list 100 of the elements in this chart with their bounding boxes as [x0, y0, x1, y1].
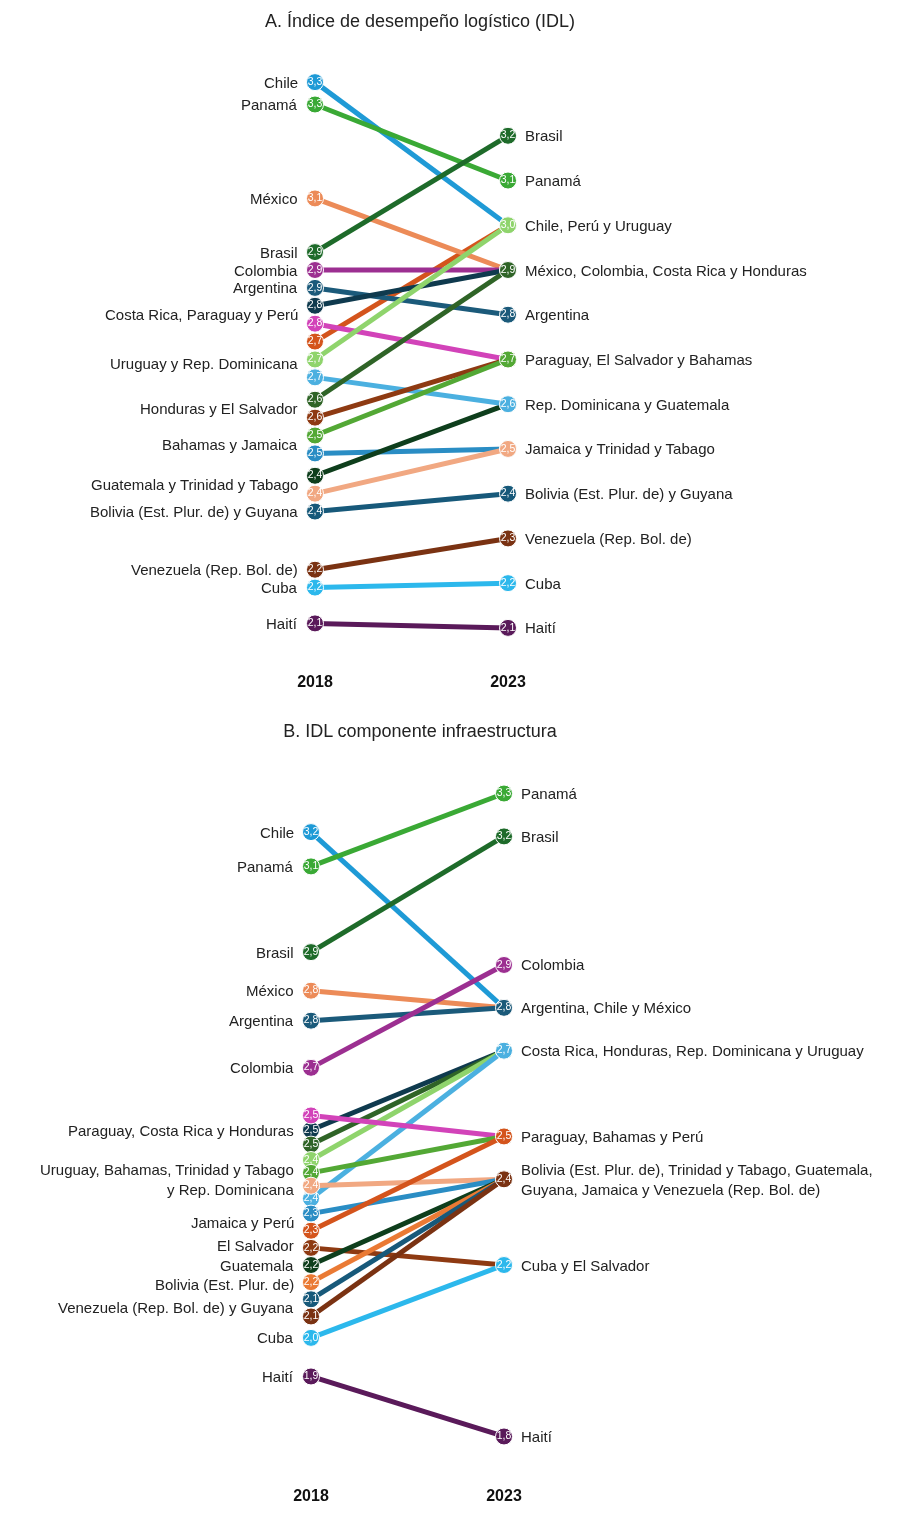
annotation: Panamá — [241, 96, 298, 113]
data-label: 2,4 — [307, 486, 323, 499]
data-label: 2,9 — [303, 944, 319, 957]
annotation: El Salvador — [217, 1237, 294, 1254]
annotation: Panamá — [521, 785, 578, 802]
data-label: 2,6 — [307, 410, 323, 423]
annotation: Paraguay, El Salvador y Bahamas — [525, 351, 753, 368]
data-label: 2,5 — [307, 446, 323, 459]
annotation: Colombia — [230, 1059, 295, 1076]
annotation: Haití — [266, 615, 298, 632]
data-label: 2,4 — [303, 1178, 319, 1191]
data-label: 2,8 — [303, 1013, 319, 1026]
annotation: Venezuela (Rep. Bol. de) — [131, 561, 298, 578]
annotation: Jamaica y Perú — [191, 1214, 295, 1231]
annotation: Costa Rica, Paraguay y Perú — [105, 306, 299, 323]
data-label: 2,8 — [496, 1000, 512, 1013]
data-label: 2,2 — [303, 1240, 319, 1253]
data-label: 2,2 — [303, 1257, 319, 1270]
annotation: México, Colombia, Costa Rica y Honduras — [525, 262, 807, 279]
data-label: 2,3 — [500, 531, 516, 544]
data-label: 2,8 — [307, 316, 323, 329]
annotation: Uruguay, Bahamas, Trinidad y Tabago y Rep. Dominicana — [40, 1161, 295, 1198]
data-label: 2,8 — [307, 298, 323, 311]
data-label: 2,4 — [307, 504, 323, 517]
annotation: Bolivia (Est. Plur. de) y Guyana — [90, 503, 299, 520]
data-label: 3,1 — [500, 173, 516, 186]
annotation: México — [246, 982, 294, 999]
data-label: 2,5 — [303, 1137, 319, 1150]
data-label: 2,4 — [496, 1171, 512, 1184]
data-label: 2,9 — [496, 957, 512, 970]
data-label: 2,4 — [303, 1152, 319, 1165]
annotation: Cuba — [261, 579, 298, 596]
data-label: 2,5 — [307, 428, 323, 441]
data-label: 2,0 — [303, 1330, 319, 1343]
chart-title: B. IDL componente infraestructura — [283, 720, 558, 741]
annotation: Bolivia (Est. Plur. de), Trinidad y Tabago, Guatemala, Guyana, Jamaica y Venezuela (Rep. Bol. de) — [521, 1161, 873, 1198]
annotation: Venezuela (Rep. Bol. de) y Guyana — [58, 1299, 294, 1316]
data-label: 2,2 — [496, 1257, 512, 1270]
data-label: 1,9 — [303, 1369, 319, 1382]
data-label: 2,5 — [303, 1108, 319, 1121]
data-label: 2,9 — [307, 280, 323, 293]
data-label: 2,6 — [500, 396, 516, 409]
annotation: Argentina — [233, 279, 298, 296]
annotation: Paraguay, Bahamas y Perú — [521, 1128, 704, 1145]
x-tick-label: 2023 — [486, 1487, 522, 1504]
annotation: Paraguay, Costa Rica y Honduras — [68, 1122, 294, 1139]
annotation: Guatemala — [220, 1257, 295, 1274]
annotation: Cuba y El Salvador — [521, 1257, 650, 1274]
annotation: Bolivia (Est. Plur. de) y Guyana — [525, 485, 734, 502]
data-label: 2,8 — [500, 307, 516, 320]
data-label: 2,4 — [303, 1191, 319, 1204]
annotation: Haití — [525, 619, 557, 636]
annotation: Argentina, Chile y México — [521, 999, 692, 1016]
data-label: 2,9 — [307, 262, 323, 275]
annotation: Chile — [260, 824, 295, 841]
data-label: 3,1 — [303, 859, 319, 872]
x-tick-label: 2018 — [293, 1487, 329, 1504]
data-label: 3,3 — [307, 97, 323, 110]
annotation: Costa Rica, Honduras, Rep. Dominicana y Uruguay — [521, 1042, 865, 1059]
data-label: 2,6 — [307, 392, 323, 405]
annotation: Colombia — [521, 956, 586, 973]
data-label: 3,1 — [307, 191, 323, 204]
data-label: 2,3 — [303, 1206, 319, 1219]
annotation: Brasil — [256, 944, 294, 961]
annotation: Argentina — [525, 306, 590, 323]
data-label: 2,1 — [303, 1291, 319, 1304]
annotation: Honduras y El Salvador — [140, 400, 298, 417]
data-label: 2,7 — [500, 352, 516, 365]
data-label: 2,1 — [500, 620, 516, 633]
data-label: 2,5 — [496, 1129, 512, 1142]
data-label: 1,8 — [496, 1429, 512, 1442]
data-label: 3,0 — [500, 217, 516, 230]
data-label: 2,8 — [303, 983, 319, 996]
annotation: Brasil — [521, 828, 559, 845]
data-label: 2,4 — [500, 486, 516, 499]
annotation: Venezuela (Rep. Bol. de) — [525, 530, 692, 547]
annotation: Uruguay y Rep. Dominicana — [110, 355, 299, 372]
data-label: 2,3 — [303, 1223, 319, 1236]
data-label: 2,2 — [500, 575, 516, 588]
data-label: 3,2 — [303, 824, 319, 837]
data-label: 2,2 — [303, 1274, 319, 1287]
annotation: Bolivia (Est. Plur. de) — [155, 1276, 295, 1293]
annotation: Bahamas y Jamaica — [162, 436, 298, 453]
annotation: Chile — [264, 74, 299, 91]
chart-title: A. Índice de desempeño logístico (IDL) — [264, 10, 576, 31]
data-label: 2,7 — [307, 334, 323, 347]
annotation: Jamaica y Trinidad y Tabago — [525, 440, 715, 457]
data-label: 2,7 — [307, 369, 323, 382]
data-label: 2,7 — [307, 352, 323, 365]
annotation: Panamá — [237, 858, 294, 875]
data-label: 2,1 — [307, 616, 323, 629]
annotation: Panamá — [525, 172, 582, 189]
data-label: 2,5 — [303, 1122, 319, 1135]
annotation: Brasil — [525, 127, 563, 144]
data-label: 3,3 — [496, 786, 512, 799]
annotation: Chile, Perú y Uruguay — [525, 217, 673, 234]
data-label: 2,7 — [303, 1060, 319, 1073]
data-label: 2,1 — [303, 1309, 319, 1322]
data-label: 2,7 — [496, 1043, 512, 1056]
data-label: 2,4 — [307, 468, 323, 481]
